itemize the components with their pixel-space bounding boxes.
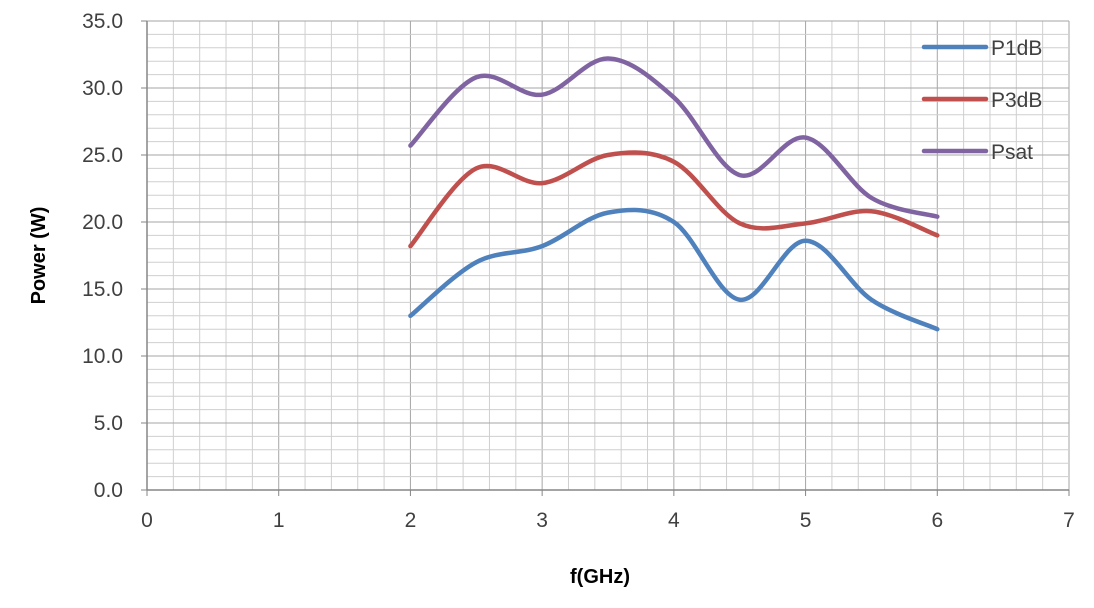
legend: P1dB P3dB Psat bbox=[921, 37, 1042, 164]
y-axis-title: Power (W) bbox=[28, 207, 50, 305]
x-tick-label: 1 bbox=[273, 509, 285, 532]
x-tick-label: 3 bbox=[536, 509, 548, 532]
series-lines bbox=[408, 56, 940, 332]
y-tick-label: 25.0 bbox=[82, 144, 123, 167]
y-tick-label: 35.0 bbox=[82, 10, 123, 33]
y-tick-label: 10.0 bbox=[82, 345, 123, 368]
x-tick-label: 5 bbox=[800, 509, 812, 532]
legend-label-p3db: P3dB bbox=[991, 89, 1042, 112]
x-tick-label: 6 bbox=[931, 509, 943, 532]
x-tick-label: 2 bbox=[405, 509, 417, 532]
y-tick-label: 20.0 bbox=[82, 211, 123, 234]
y-tick-label: 5.0 bbox=[94, 412, 123, 435]
series-line-p3db bbox=[408, 150, 940, 249]
y-tick-label: 30.0 bbox=[82, 77, 123, 100]
x-axis-title: f(GHz) bbox=[570, 566, 630, 588]
x-tick-label: 7 bbox=[1063, 509, 1075, 532]
legend-label-p1db: P1dB bbox=[991, 37, 1042, 60]
grid bbox=[146, 20, 1070, 491]
x-tick-label: 0 bbox=[141, 509, 153, 532]
x-tick-label: 4 bbox=[668, 509, 680, 532]
y-tick-label: 0.0 bbox=[94, 479, 123, 502]
legend-label-psat: Psat bbox=[991, 141, 1033, 164]
y-tick-label: 15.0 bbox=[82, 278, 123, 301]
series-line-psat bbox=[408, 56, 940, 219]
tick-labels: 0 1 2 3 4 5 6 7 0.0 5.0 10.0 15.0 20.0 25.0 30.0 35.0 bbox=[82, 10, 1075, 532]
series-line-p1db bbox=[408, 207, 940, 332]
axes bbox=[141, 20, 1070, 496]
